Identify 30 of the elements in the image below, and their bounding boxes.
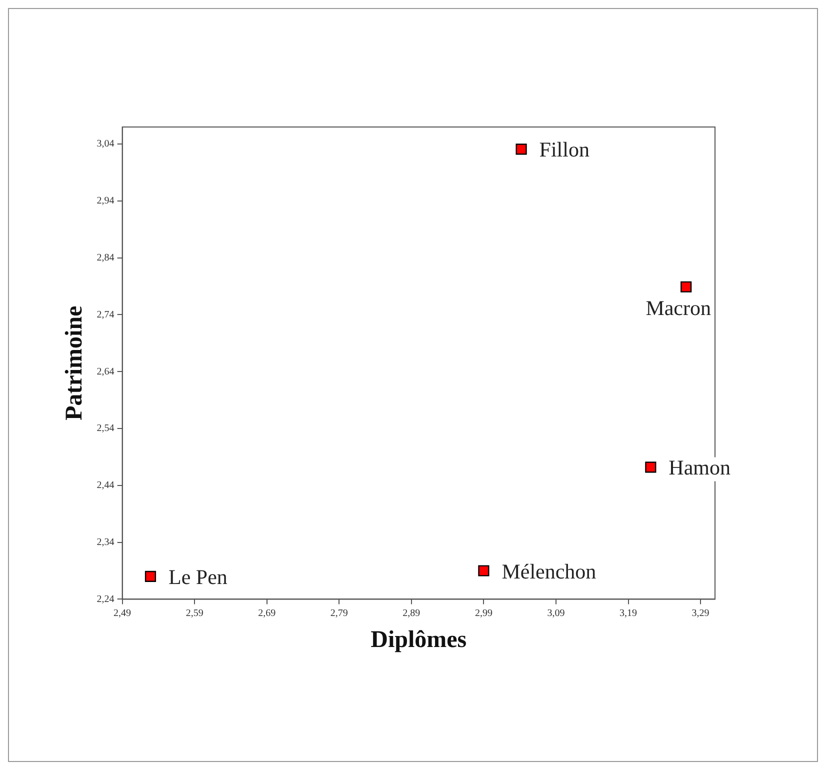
x-tick-label: 3,09	[547, 608, 565, 619]
x-tick-label: 2,69	[258, 608, 276, 619]
x-tick-label: 2,99	[474, 608, 492, 619]
point	[680, 281, 692, 292]
x-tick-label: 3,19	[620, 608, 638, 619]
x-tick-label: 3,29	[692, 608, 710, 619]
annotation: Macron	[646, 296, 712, 320]
y-tick-label: 2,74	[96, 309, 114, 320]
y-tick-label: 2,64	[96, 366, 114, 378]
annotation: Mélenchon	[502, 559, 597, 584]
point	[478, 565, 490, 576]
point	[645, 462, 656, 473]
y-tick-label: 2,44	[96, 480, 114, 492]
y-tick-label: 2,84	[96, 252, 114, 264]
x-tick-label: 2,89	[402, 608, 420, 619]
y-tick-label: 2,24	[96, 594, 114, 605]
y-tick-label: 2,94	[96, 196, 114, 207]
y-axis-title: Patrimoine	[62, 305, 88, 420]
x-tick-label: 2,49	[114, 608, 132, 619]
annotation: Hamon	[668, 456, 731, 480]
annotation: Fillon	[539, 138, 590, 162]
annotation: Le Pen	[168, 564, 228, 589]
y-tick-label: 2,54	[96, 423, 114, 434]
point	[144, 570, 156, 582]
y-tick-label: 3,04	[96, 138, 114, 150]
x-axis-title: Diplômes	[370, 626, 467, 653]
y-tick-label: 2,34	[96, 536, 114, 548]
x-tick-label: 2,59	[186, 608, 204, 619]
x-tick-label: 2,79	[330, 608, 348, 619]
point	[516, 144, 527, 155]
